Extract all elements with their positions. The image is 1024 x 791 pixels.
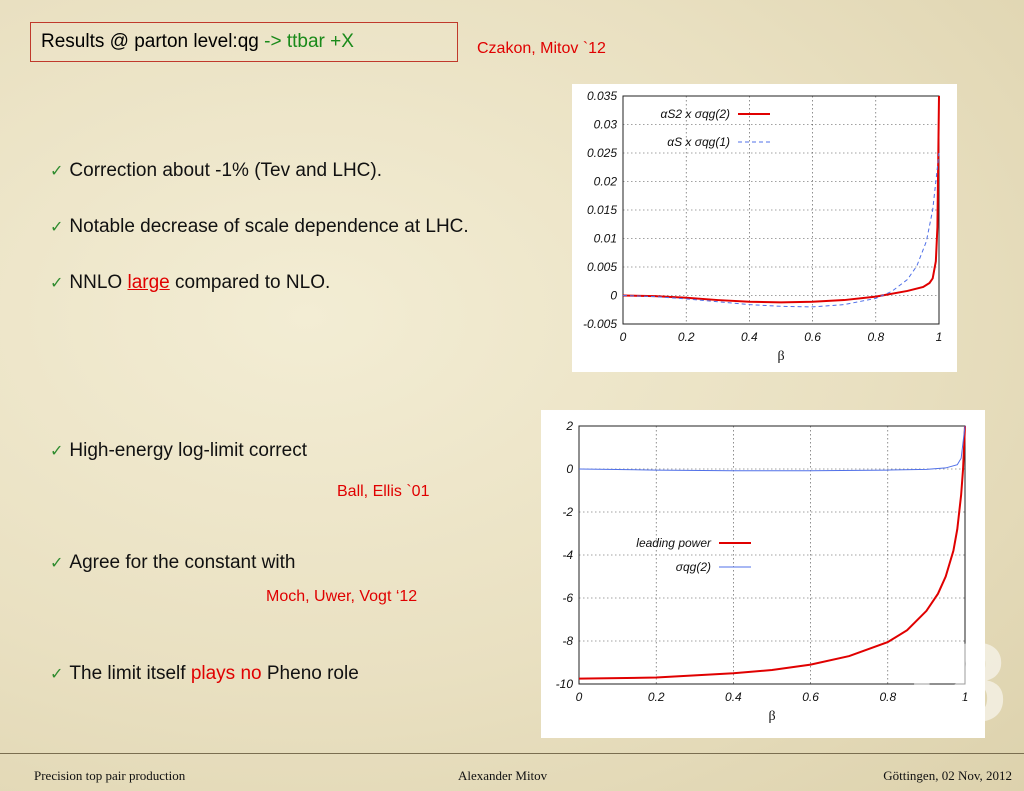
bullet-6-red: plays no xyxy=(190,663,262,684)
chart-bottom-svg: 0 0.2 0.4 0.6 0.8 1 2 0 -2 -4 -6 -8 -10 β leading powe… xyxy=(556,419,969,724)
series-line-2 xyxy=(622,152,940,308)
y-tick-label: -10 xyxy=(556,677,574,691)
chart-top-svg: 0 0.2 0.4 0.6 0.8 1-0.00500.0050.010.0150.020… xyxy=(583,89,943,364)
legend-label: αS x σqg(1) xyxy=(667,135,730,149)
y-tick-label: 0.015 xyxy=(587,203,617,217)
x-axis-label: β xyxy=(777,349,784,364)
slide-title: Results @ parton level:qg -> ttbar +X xyxy=(41,31,354,53)
bullet-6-pre: The limit itself xyxy=(69,663,191,684)
check-icon: ✓ xyxy=(50,555,64,572)
bullet-5: ✓ Agree for the constant with xyxy=(50,552,295,574)
series-line-1 xyxy=(578,425,966,680)
y-tick-label: -2 xyxy=(562,505,573,519)
y-tick-label: -4 xyxy=(562,548,573,562)
check-icon: ✓ xyxy=(50,275,64,292)
x-tick-label: 0 xyxy=(576,690,583,704)
citation-moch: Moch, Uwer, Vogt ‘12 xyxy=(266,588,418,605)
y-tick-label: 0.02 xyxy=(594,175,618,189)
bullet-6-post: Pheno role xyxy=(261,663,359,684)
bullet-2: ✓ Notable decrease of scale dependence at… xyxy=(50,216,469,238)
y-tick-label: -6 xyxy=(562,591,573,605)
x-tick-label: 0.4 xyxy=(741,330,758,344)
bullet-3-post: compared to NLO. xyxy=(169,272,331,293)
footer-right: Göttingen, 02 Nov, 2012 xyxy=(883,768,1012,783)
series-line-2 xyxy=(578,425,966,472)
y-tick-label: 0.01 xyxy=(594,232,617,246)
y-tick-label: 0.025 xyxy=(587,146,617,160)
x-tick-label: 0.6 xyxy=(804,330,821,344)
x-tick-label: 0.2 xyxy=(648,690,665,704)
legend-label: αS2 x σqg(2) xyxy=(661,107,730,121)
x-tick-label: 1 xyxy=(936,330,943,344)
plot-frame xyxy=(578,425,966,685)
bullet-4-text: High-energy log-limit correct xyxy=(69,440,307,461)
legend-label: leading power xyxy=(636,536,712,550)
bullet-4: ✓ High-energy log-limit correct xyxy=(50,440,307,462)
y-tick-label: 2 xyxy=(565,419,573,433)
footer-divider xyxy=(0,753,1024,754)
legend-label: σqg(2) xyxy=(676,560,711,574)
title-prefix: Results @ parton level:qg xyxy=(41,31,265,52)
series-line-1 xyxy=(622,95,940,304)
y-tick-label: 0 xyxy=(566,462,573,476)
plot-frame xyxy=(622,95,940,325)
bullet-3: ✓ NNLO large compared to NLO. xyxy=(50,272,330,294)
footer-left: Precision top pair production xyxy=(34,768,186,783)
title-highlight: -> ttbar +X xyxy=(264,31,354,52)
bullet-1: ✓ Correction about -1% (Tev and LHC). xyxy=(50,160,382,182)
bullet-6: ✓ The limit itself plays no Pheno role xyxy=(50,663,359,685)
x-tick-label: 0.8 xyxy=(879,690,896,704)
x-tick-label: 0.8 xyxy=(867,330,884,344)
x-tick-label: 1 xyxy=(962,690,969,704)
y-tick-label: 0.005 xyxy=(587,260,617,274)
check-icon: ✓ xyxy=(50,219,64,236)
x-axis-label: β xyxy=(768,709,775,724)
x-tick-label: 0.2 xyxy=(678,330,695,344)
x-tick-label: 0.4 xyxy=(725,690,742,704)
x-tick-label: 0 xyxy=(620,330,627,344)
x-tick-label: 0.6 xyxy=(802,690,819,704)
bullet-3-red: large xyxy=(127,272,170,293)
title-box: Results @ parton level:qg -> ttbar +X xyxy=(30,22,458,62)
bullet-5-text: Agree for the constant with xyxy=(69,552,296,573)
y-tick-label: -0.005 xyxy=(583,317,617,331)
check-icon: ✓ xyxy=(50,443,64,460)
y-tick-label: -8 xyxy=(562,634,573,648)
citation-ball: Ball, Ellis `01 xyxy=(337,483,430,500)
y-tick-label: 0 xyxy=(610,289,617,303)
citation-top: Czakon, Mitov `12 xyxy=(477,40,606,57)
footer-center: Alexander Mitov xyxy=(458,768,548,783)
chart-bottom: 0 0.2 0.4 0.6 0.8 1 2 0 -2 -4 -6 -8 -10 β leading powe… xyxy=(541,410,985,738)
bullet-3-pre: NNLO xyxy=(69,272,128,293)
chart-top: 0 0.2 0.4 0.6 0.8 1 -0.005 0 0.005 0.01 0.015 0.02 0… xyxy=(572,84,957,372)
slide-number: 18 xyxy=(888,620,1007,745)
y-tick-label: 0.035 xyxy=(587,89,617,103)
check-icon: ✓ xyxy=(50,666,64,683)
y-tick-label: 0.03 xyxy=(594,118,618,132)
bullet-2-text: Notable decrease of scale dependence at … xyxy=(69,216,469,237)
bullet-1-text: Correction about -1% (Tev and LHC). xyxy=(69,160,382,181)
check-icon: ✓ xyxy=(50,163,64,180)
